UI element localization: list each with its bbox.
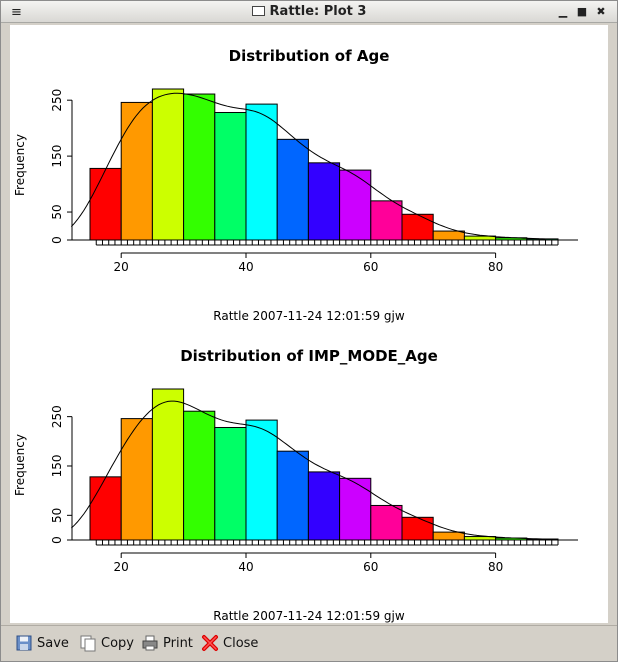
x-tick-label: 40 — [238, 560, 253, 574]
copy-label: Copy — [101, 635, 134, 651]
print-label: Print — [163, 635, 193, 651]
histogram-bar — [120, 101, 153, 241]
close-label: Close — [223, 635, 259, 651]
histogram-bar — [307, 471, 341, 541]
plot-canvas: Distribution of Age 20 40 60 80 0 50 150 250 Freq… — [10, 25, 608, 623]
copy-button[interactable]: Copy — [79, 630, 134, 656]
y-tick-label: 150 — [50, 455, 64, 478]
maximize-icon[interactable]: ■ — [576, 5, 588, 18]
histogram-bar — [370, 200, 403, 241]
histogram-bar — [89, 476, 122, 541]
y-tick-label: 150 — [50, 145, 64, 168]
print-icon — [142, 635, 158, 651]
bottom-toolbar: Save Copy Print Close — [1, 625, 617, 661]
histogram-bar — [214, 111, 247, 241]
bars — [89, 388, 559, 541]
histogram-bar — [432, 230, 465, 241]
x-tick-label: 40 — [238, 260, 253, 274]
histogram-bar — [276, 138, 309, 241]
x-tick-label: 20 — [114, 260, 129, 274]
x-tick-label: 60 — [363, 560, 378, 574]
save-label: Save — [37, 635, 69, 651]
close-icon — [202, 635, 218, 651]
y-tick-label: 0 — [50, 536, 64, 544]
histogram-bar — [339, 169, 372, 241]
y-axis-label: Frequency — [13, 434, 27, 496]
histogram-bar — [276, 450, 309, 541]
density-curve — [70, 400, 546, 540]
plot-imp-mode-age: Distribution of IMP_MODE_Age 20 40 60 80 0 50 1… — [10, 325, 608, 623]
chart-title: Distribution of Age — [229, 47, 390, 65]
histogram-bar — [120, 418, 153, 541]
window-title-text: Rattle: Plot 3 — [269, 4, 367, 19]
x-tick-label: 80 — [488, 260, 503, 274]
y-tick-label: 0 — [50, 236, 64, 244]
histogram-bar — [245, 103, 278, 241]
histogram-bar — [151, 388, 185, 541]
x-tick-label: 80 — [488, 560, 503, 574]
copy-icon — [80, 635, 96, 652]
histogram-bar — [370, 504, 403, 541]
y-axis: 0 50 150 250 — [50, 89, 73, 244]
histogram-bar — [339, 477, 372, 541]
save-button[interactable]: Save — [15, 630, 69, 656]
rug — [95, 240, 559, 246]
y-tick-label: 50 — [50, 508, 64, 523]
histogram-bar — [245, 419, 278, 541]
histogram-bar — [432, 531, 465, 541]
histogram-bar — [214, 426, 247, 541]
histogram-bar — [401, 516, 434, 541]
histogram-bar — [151, 88, 185, 241]
histogram-bar — [89, 167, 122, 241]
y-tick-label: 50 — [50, 204, 64, 219]
close-button[interactable]: Close — [201, 630, 258, 656]
histogram-bar — [401, 213, 434, 241]
y-tick-label: 250 — [50, 89, 64, 112]
x-tick-label: 20 — [114, 560, 129, 574]
x-tick-label: 60 — [363, 260, 378, 274]
window-icon — [251, 6, 265, 16]
x-axis: 20 40 60 80 — [114, 552, 503, 574]
title-bar[interactable]: ≡ Rattle: Plot 3 ▁ ■ ✖ — [1, 1, 617, 23]
chart-caption: Rattle 2007-11-24 12:01:59 gjw — [213, 309, 405, 323]
density-curve — [70, 92, 546, 240]
print-button[interactable]: Print — [141, 630, 193, 656]
histogram-bar — [307, 162, 341, 241]
window-title: Rattle: Plot 3 — [1, 4, 617, 19]
histogram-bar — [183, 410, 216, 541]
save-icon — [16, 635, 32, 651]
y-axis: 0 50 150 250 — [50, 405, 73, 544]
y-tick-label: 250 — [50, 405, 64, 428]
histogram-bar — [183, 93, 216, 241]
minimize-icon[interactable]: ▁ — [558, 5, 568, 18]
chart-title: Distribution of IMP_MODE_Age — [180, 347, 438, 365]
rug — [95, 540, 559, 546]
bars — [89, 88, 559, 241]
window-close-icon[interactable]: ✖ — [596, 5, 606, 18]
x-axis: 20 40 60 80 — [114, 252, 503, 274]
plot-age: Distribution of Age 20 40 60 80 0 50 150 250 Freq… — [10, 25, 608, 325]
y-axis-label: Frequency — [13, 134, 27, 196]
window-menu-icon[interactable]: ≡ — [11, 5, 22, 20]
chart-caption: Rattle 2007-11-24 12:01:59 gjw — [213, 609, 405, 623]
